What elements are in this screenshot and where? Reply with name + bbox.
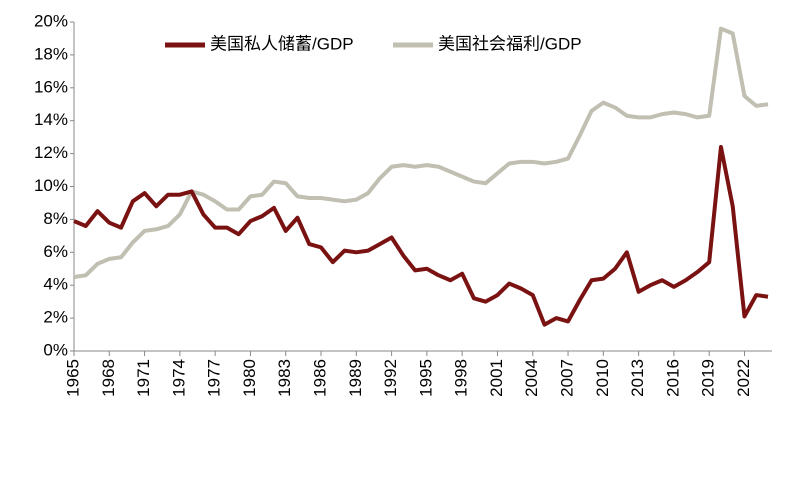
y-tick-label: 16% <box>34 77 68 96</box>
x-tick-label: 1965 <box>63 359 82 397</box>
legend-label: 美国社会福利/GDP <box>438 34 582 53</box>
x-tick-label: 1995 <box>416 359 435 397</box>
x-tick-label: 1983 <box>275 359 294 397</box>
x-tick-label: 2022 <box>734 359 753 397</box>
x-tick-label: 2004 <box>522 359 541 397</box>
x-tick-label: 1989 <box>346 359 365 397</box>
y-tick-label: 14% <box>34 110 68 129</box>
x-tick-label: 1998 <box>452 359 471 397</box>
x-tick-label: 2019 <box>699 359 718 397</box>
x-tick-label: 1968 <box>99 359 118 397</box>
y-tick-label: 6% <box>43 242 68 261</box>
x-tick-label: 1980 <box>240 359 259 397</box>
y-tick-label: 2% <box>43 308 68 327</box>
x-tick-label: 1992 <box>381 359 400 397</box>
x-tick-label: 1986 <box>311 359 330 397</box>
x-tick-label: 1974 <box>169 359 188 397</box>
y-tick-label: 12% <box>34 143 68 162</box>
y-tick-label: 10% <box>34 176 68 195</box>
x-tick-label: 2010 <box>593 359 612 397</box>
x-tick-label: 2013 <box>628 359 647 397</box>
y-tick-label: 4% <box>43 275 68 294</box>
y-tick-label: 18% <box>34 44 68 63</box>
y-tick-label: 0% <box>43 340 68 359</box>
x-tick-label: 1977 <box>205 359 224 397</box>
y-tick-label: 20% <box>34 11 68 30</box>
x-tick-label: 2007 <box>558 359 577 397</box>
series-line <box>73 145 769 327</box>
series-line <box>73 26 769 279</box>
x-tick-label: 2001 <box>487 359 506 397</box>
x-tick-label: 2016 <box>663 359 682 397</box>
y-tick-label: 8% <box>43 209 68 228</box>
legend-label: 美国私人储蓄/GDP <box>210 34 354 53</box>
x-tick-label: 1971 <box>134 359 153 397</box>
